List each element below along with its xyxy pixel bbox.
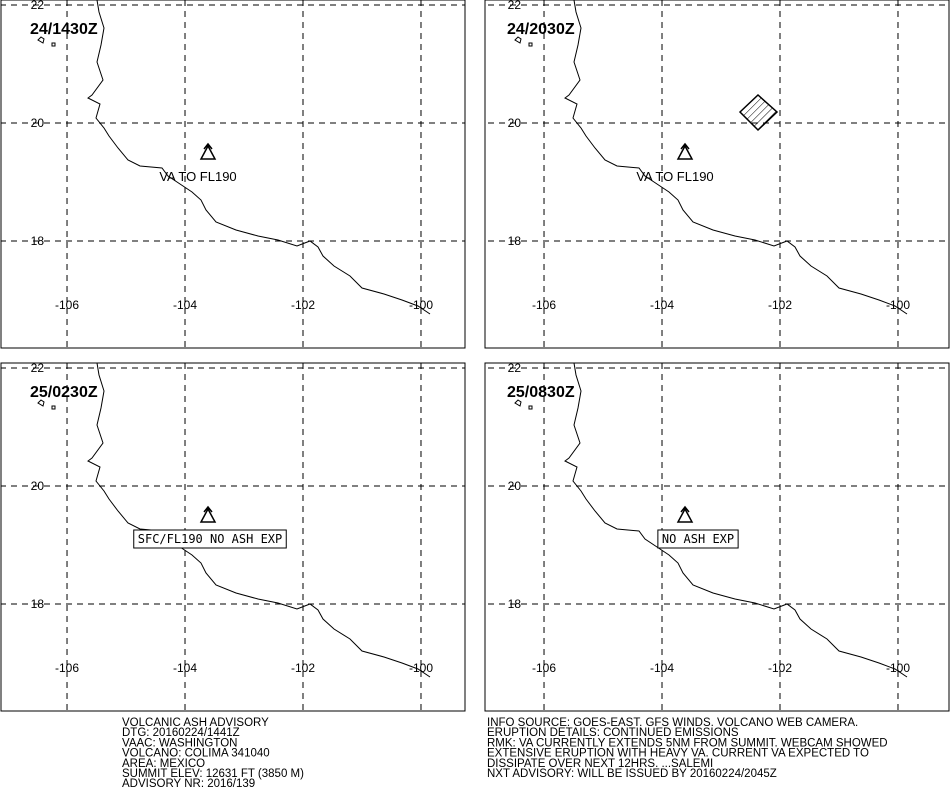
map-content: -106 -104 -102 -100 22 20 18 24/1430Z VA TO FL19…: [1, 0, 465, 348]
valid-time: 25/0230Z: [30, 384, 98, 401]
advisory-line: EXTENSIVE ERUPTION WITH HEAVY VA. CURREN…: [487, 748, 869, 760]
annotation-box: [133, 529, 287, 549]
panel-frame: [0, 0, 466, 349]
lat-tick-label: 18: [508, 234, 522, 248]
lon-tick-label: -100: [886, 298, 910, 312]
valid-time: 25/0830Z: [507, 384, 575, 401]
lat-tick-label: 18: [31, 597, 45, 611]
lat-tick-label: 20: [31, 479, 45, 493]
lon-tick-label: -102: [291, 298, 315, 312]
lon-tick-label: -102: [768, 298, 792, 312]
volcano-symbol: [199, 142, 217, 160]
advisory-line: AREA: MEXICO: [122, 758, 205, 770]
annotation: NO ASH EXP: [662, 532, 734, 546]
lon-tick-label: -100: [409, 298, 433, 312]
lon-tick-label: -106: [55, 298, 79, 312]
lon-tick-label: -104: [173, 661, 197, 675]
coastline: [87, 363, 431, 678]
annotation: VA TO FL190: [636, 169, 713, 184]
lon-tick-label: -106: [532, 661, 556, 675]
lon-tick-label: -102: [291, 661, 315, 675]
lon-tick-label: -106: [55, 661, 79, 675]
advisory-line: RMK: VA CURRENTLY EXTENDS 5NM FROM SUMMI…: [487, 737, 888, 749]
lat-tick-label: 22: [508, 0, 522, 12]
map-panel: -106 -104 -102 -100 22 20 18 25/0830Z NO ASH EXP: [485, 361, 949, 711]
annotation: VA TO FL190: [159, 169, 236, 184]
volcano-symbol: [199, 505, 217, 523]
lon-tick-label: -106: [532, 298, 556, 312]
coastline: [87, 0, 431, 315]
island: [514, 36, 533, 47]
advisory-line: DISSIPATE OVER NEXT 12HRS. ...SALEMI: [487, 758, 713, 770]
map-content: -106 -104 -102 -100 22 20 18 25/0830Z NO ASH EXP: [485, 361, 949, 711]
advisory-line: VOLCANO: COLIMA 341040: [122, 748, 270, 760]
island: [37, 36, 56, 47]
volcano-symbol: [676, 505, 694, 523]
advisory-line: DTG: 20160224/1441Z: [122, 727, 240, 739]
lat-tick-label: 22: [508, 361, 522, 375]
lat-tick-label: 18: [31, 234, 45, 248]
panel-frame: [484, 362, 950, 712]
lat-tick-label: 22: [31, 361, 45, 375]
map-panel: -106 -104 -102 -100 22 20 18 25/0230Z SFC/FL190 …: [1, 361, 465, 711]
coastline: [564, 363, 908, 678]
map-content: -106 -104 -102 -100 22 20 18 25/0230Z SFC/FL190 …: [1, 361, 465, 711]
map-panel: -106 -104 -102 -100 22 20 18 24/2030Z VA TO FL19…: [485, 0, 949, 348]
coastline: [564, 0, 908, 315]
lon-tick-label: -100: [409, 661, 433, 675]
lon-tick-label: -104: [173, 298, 197, 312]
lon-tick-label: -104: [650, 661, 674, 675]
lat-tick-label: 18: [508, 597, 522, 611]
island: [514, 399, 533, 410]
lon-tick-label: -102: [768, 661, 792, 675]
lat-tick-label: 20: [508, 479, 522, 493]
volcano-symbol: [676, 142, 694, 160]
advisory-line: ADVISORY NR: 2016/139: [122, 778, 255, 790]
ash-area: [738, 93, 779, 132]
lat-tick-label: 20: [31, 116, 45, 130]
valid-time: 24/2030Z: [507, 21, 575, 38]
annotation-box: [657, 529, 739, 549]
advisory-line: SUMMIT ELEV: 12631 FT (3850 M): [122, 768, 304, 780]
advisory-line: VAAC: WASHINGTON: [122, 737, 237, 749]
lon-tick-label: -100: [886, 661, 910, 675]
lat-tick-label: 22: [31, 0, 45, 12]
valid-time: 24/1430Z: [30, 21, 98, 38]
annotation: SFC/FL190 NO ASH EXP: [138, 532, 283, 546]
advisory-line: NXT ADVISORY: WILL BE ISSUED BY 20160224…: [487, 768, 777, 780]
lon-tick-label: -104: [650, 298, 674, 312]
map-content: -106 -104 -102 -100 22 20 18 24/2030Z VA TO FL19…: [485, 0, 949, 348]
advisory-line: VOLCANIC ASH ADVISORY: [122, 717, 269, 729]
island: [37, 399, 56, 410]
advisory-line: ERUPTION DETAILS: CONTINUED EMISSIONS: [487, 727, 739, 739]
map-panel: -106 -104 -102 -100 22 20 18 24/1430Z VA TO FL19…: [1, 0, 465, 348]
panel-frame: [484, 0, 950, 349]
panel-frame: [0, 362, 466, 712]
lat-tick-label: 20: [508, 116, 522, 130]
advisory-line: INFO SOURCE: GOES-EAST. GFS WINDS. VOLCA…: [487, 717, 858, 729]
